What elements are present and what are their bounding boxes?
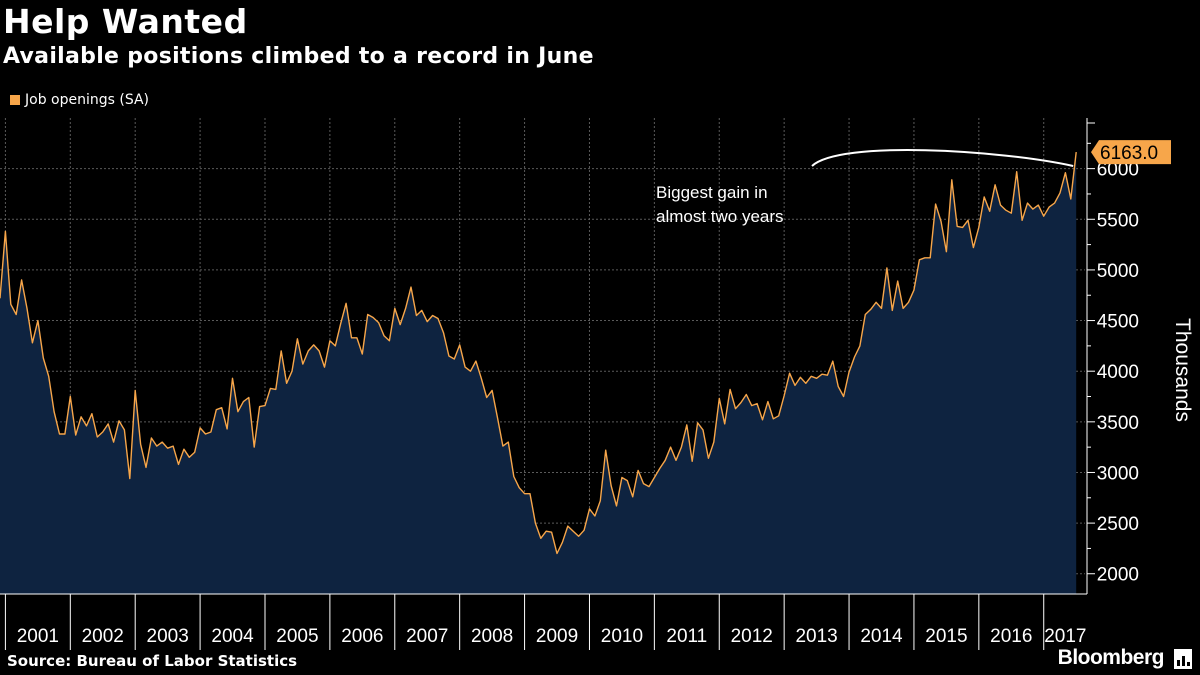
x-tick-label: 2015 <box>925 626 967 647</box>
x-tick-label: 2007 <box>406 626 448 647</box>
x-tick-label: 2003 <box>147 626 189 647</box>
y-tick-label: 4500 <box>1097 312 1139 333</box>
annotation-arrow <box>811 149 1074 167</box>
y-tick-label: 3500 <box>1097 413 1139 434</box>
last-value-label: 6163.0 <box>1100 143 1158 164</box>
annotation-line-1: Biggest gain in <box>656 183 768 202</box>
x-tick-label: 2002 <box>82 626 124 647</box>
y-tick-label: 2000 <box>1097 565 1139 586</box>
y-tick-label: 4000 <box>1097 362 1139 383</box>
last-value-tag-bg <box>1091 140 1171 165</box>
y-tick-label: 5000 <box>1097 261 1139 282</box>
x-tick-label: 2008 <box>471 626 513 647</box>
legend: Job openings (SA) <box>10 92 149 108</box>
y-axis: 2000 2500 3000 3500 4000 4500 5000 5500 6000 <box>1086 118 1139 594</box>
x-tick-label: 2016 <box>990 626 1032 647</box>
y-tick-label: 2500 <box>1097 514 1139 535</box>
x-tick-label: 2009 <box>536 626 578 647</box>
x-tick-label: 2001 <box>17 626 59 647</box>
area-fill <box>0 152 1077 594</box>
x-tick-label: 2017 <box>1044 626 1086 647</box>
legend-label: Job openings (SA) <box>25 92 150 108</box>
chart-subtitle: Available positions climbed to a record … <box>3 44 594 69</box>
legend-swatch <box>10 95 20 105</box>
x-axis: 2001 2002 2003 2004 2005 2006 2007 2008 2009 2010… <box>0 593 1087 650</box>
x-tick-label: 2011 <box>666 626 707 647</box>
y-tick-label: 5500 <box>1097 210 1139 231</box>
series-line-job-openings <box>0 152 1077 555</box>
x-tick-label: 2014 <box>860 626 903 647</box>
y-axis-label: Thousands <box>1171 318 1194 422</box>
chart-title: Help Wanted <box>3 2 248 41</box>
annotation-line-2: almost two years <box>656 207 784 226</box>
x-tick-label: 2013 <box>795 626 837 647</box>
x-tick-label: 2010 <box>601 626 643 647</box>
x-tick-label: 2005 <box>276 626 318 647</box>
source-note: Source: Bureau of Labor Statistics <box>7 652 298 670</box>
bloomberg-mark-icon <box>1174 649 1192 669</box>
x-tick-label: 2006 <box>341 626 383 647</box>
x-tick-label: 2012 <box>731 626 773 647</box>
brand-logo: Bloomberg <box>1057 646 1165 669</box>
x-tick-label: 2004 <box>211 626 254 647</box>
y-tick-label: 6000 <box>1097 160 1139 181</box>
last-value-tag: 6163.0 <box>1091 140 1171 165</box>
y-tick-label: 3000 <box>1097 463 1139 484</box>
